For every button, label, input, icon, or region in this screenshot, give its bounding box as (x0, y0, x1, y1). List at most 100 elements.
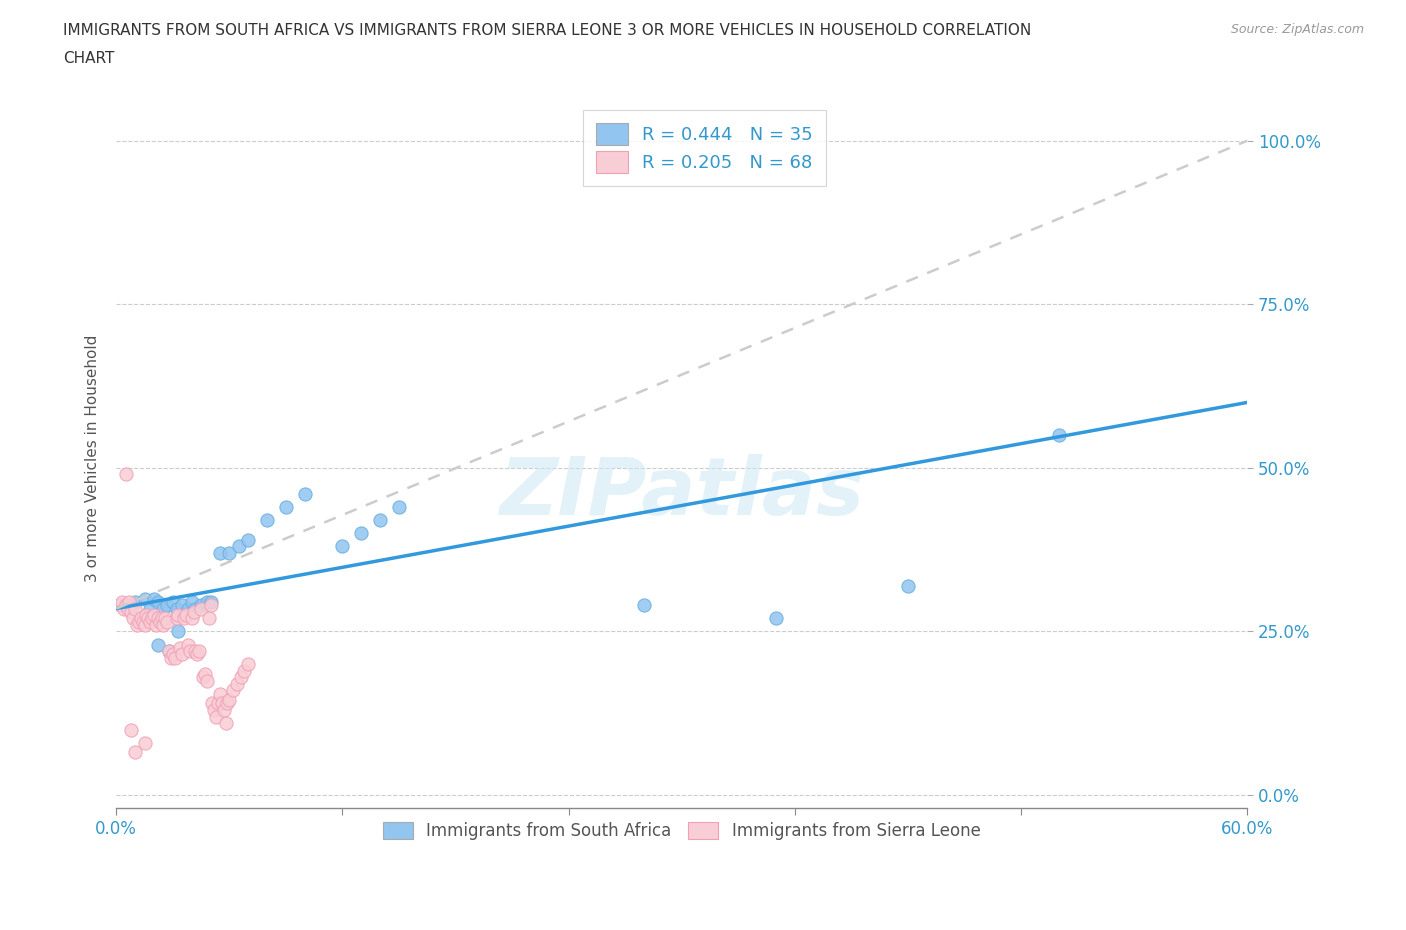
Point (222, 683, 245, 698)
Point (202, 702, 225, 717)
Point (233, 663, 256, 678)
Point (169, 641, 191, 656)
Point (172, 647, 194, 662)
Point (177, 637, 200, 652)
Point (195, 594, 218, 609)
Point (111, 594, 134, 609)
Point (145, 618, 167, 632)
Point (207, 696, 229, 711)
Point (332, 539, 354, 554)
Point (226, 676, 249, 691)
Point (217, 696, 239, 711)
Point (120, 723, 142, 737)
Point (183, 604, 205, 619)
Point (166, 601, 188, 616)
Point (180, 611, 202, 626)
Point (146, 637, 169, 652)
Point (134, 591, 156, 606)
Point (200, 598, 222, 613)
Point (633, 598, 655, 613)
Point (114, 598, 136, 613)
Point (274, 499, 297, 514)
Point (765, 611, 787, 626)
Point (229, 670, 252, 684)
Point (167, 607, 190, 622)
Point (1047, 428, 1070, 443)
Point (179, 644, 201, 658)
Point (350, 525, 373, 540)
Point (129, 611, 152, 626)
Point (212, 702, 235, 717)
Point (146, 611, 169, 626)
Point (112, 601, 135, 616)
Point (197, 611, 219, 626)
Point (139, 601, 162, 616)
Text: Source: ZipAtlas.com: Source: ZipAtlas.com (1230, 23, 1364, 36)
Point (160, 650, 183, 665)
Point (218, 546, 240, 561)
Point (156, 598, 179, 613)
Point (141, 611, 163, 626)
Point (118, 594, 141, 609)
Point (256, 512, 278, 527)
Point (143, 607, 166, 622)
Point (120, 604, 142, 619)
Point (124, 745, 146, 760)
Point (136, 611, 159, 626)
Point (139, 614, 162, 629)
Point (214, 715, 236, 730)
Point (156, 614, 179, 629)
Point (177, 601, 200, 616)
Point (238, 657, 260, 671)
Point (128, 614, 150, 629)
Point (117, 601, 139, 616)
Point (166, 611, 188, 626)
Point (163, 650, 186, 665)
Point (200, 594, 222, 609)
Point (155, 611, 177, 626)
Point (157, 644, 180, 658)
Point (184, 644, 207, 658)
Point (135, 607, 157, 622)
Text: CHART: CHART (63, 51, 115, 66)
Point (152, 601, 174, 616)
Point (134, 736, 156, 751)
Y-axis label: 3 or more Vehicles in Household: 3 or more Vehicles in Household (86, 335, 100, 582)
Point (134, 618, 156, 632)
Point (173, 611, 195, 626)
Point (194, 667, 217, 682)
Point (208, 686, 231, 701)
Point (368, 512, 391, 527)
Point (124, 594, 146, 609)
Point (150, 611, 173, 626)
Text: IMMIGRANTS FROM SOUTH AFRICA VS IMMIGRANTS FROM SIERRA LEONE 3 OR MORE VEHICLES : IMMIGRANTS FROM SOUTH AFRICA VS IMMIGRAN… (63, 23, 1032, 38)
Point (124, 601, 146, 616)
Point (211, 696, 233, 711)
Point (114, 467, 136, 482)
Point (143, 591, 166, 606)
Point (122, 611, 145, 626)
Point (186, 647, 208, 662)
Point (167, 624, 190, 639)
Point (146, 594, 169, 609)
Point (294, 486, 316, 501)
Point (125, 618, 148, 632)
Point (188, 644, 211, 658)
Point (191, 670, 214, 684)
Point (190, 598, 212, 613)
Legend: Immigrants from South Africa, Immigrants from Sierra Leone: Immigrants from South Africa, Immigrants… (375, 814, 988, 849)
Point (388, 499, 411, 514)
Text: ZIPatlas: ZIPatlas (499, 454, 865, 532)
Point (184, 601, 207, 616)
Point (157, 644, 180, 658)
Point (152, 618, 174, 632)
Point (172, 598, 194, 613)
Point (108, 598, 131, 613)
Point (201, 696, 224, 711)
Point (205, 709, 228, 724)
Point (114, 598, 136, 613)
Point (228, 539, 250, 554)
Point (162, 594, 184, 609)
Point (149, 614, 172, 629)
Point (897, 578, 920, 593)
